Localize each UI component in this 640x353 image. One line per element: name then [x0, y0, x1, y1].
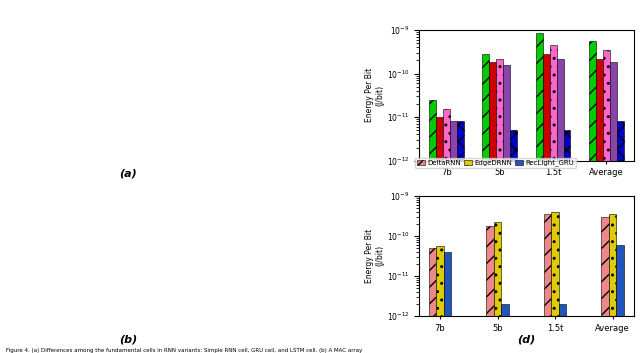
Bar — [429, 248, 436, 353]
Bar — [543, 54, 550, 353]
Legend: DeltaRNN, EdgeDRNN, RecLight_GRU: DeltaRNN, EdgeDRNN, RecLight_GRU — [415, 157, 576, 168]
Bar — [544, 214, 552, 353]
Text: (a): (a) — [119, 168, 137, 179]
Y-axis label: Energy Per Bit
(J/bit): Energy Per Bit (J/bit) — [365, 68, 384, 122]
Bar — [490, 62, 496, 353]
Bar — [616, 245, 624, 353]
Bar — [602, 217, 609, 353]
Text: (b): (b) — [119, 334, 137, 345]
Text: Figure 4. (a) Differences among the fundamental cells in RNN variants: Simple RN: Figure 4. (a) Differences among the fund… — [6, 348, 363, 353]
Bar — [436, 117, 443, 353]
Bar — [610, 62, 617, 353]
Bar — [603, 50, 610, 353]
Bar — [429, 100, 436, 353]
Bar — [494, 222, 501, 353]
Bar — [550, 45, 557, 353]
Bar — [557, 59, 563, 353]
Bar — [496, 59, 503, 353]
Bar — [450, 121, 457, 353]
Bar — [510, 130, 517, 353]
Bar — [486, 226, 494, 353]
Text: (d): (d) — [517, 334, 536, 345]
Bar — [503, 65, 510, 353]
Bar — [596, 59, 603, 353]
Bar — [609, 214, 616, 353]
Bar — [617, 121, 624, 353]
Bar — [536, 33, 543, 353]
Bar — [559, 304, 566, 353]
Bar — [563, 130, 570, 353]
Bar — [552, 212, 559, 353]
Bar — [483, 54, 490, 353]
Bar — [444, 252, 451, 353]
Y-axis label: Energy Per Bit
(J/bit): Energy Per Bit (J/bit) — [365, 229, 384, 283]
Bar — [443, 109, 450, 353]
Bar — [436, 246, 444, 353]
Bar — [589, 41, 596, 353]
Bar — [501, 304, 509, 353]
Bar — [457, 121, 463, 353]
